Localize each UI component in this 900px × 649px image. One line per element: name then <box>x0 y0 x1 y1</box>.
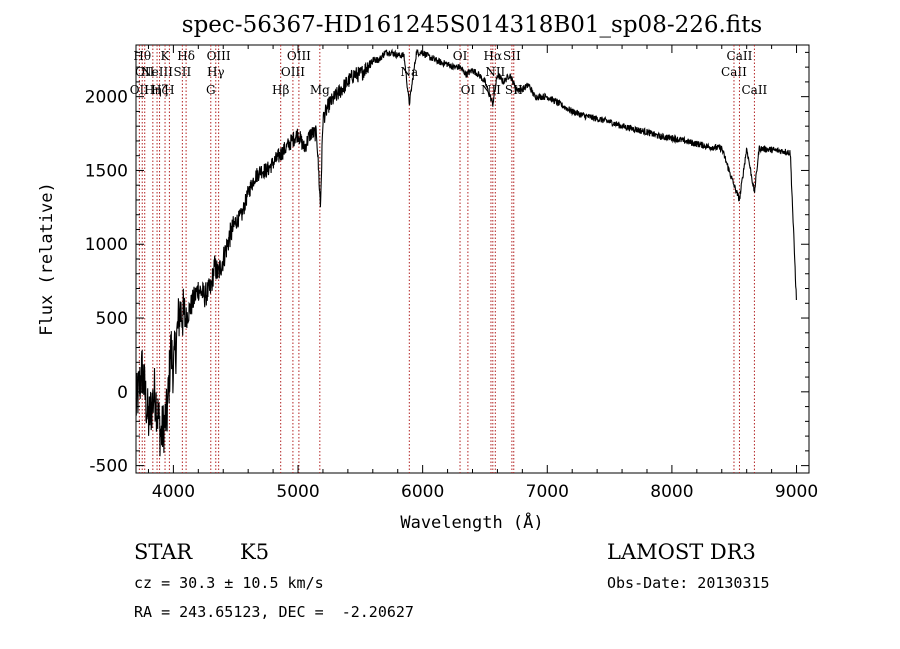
axis-ticks: 4000 5000 6000 7000 8000 9000 -500 0 500 1000 1500… <box>85 45 818 502</box>
line-marker-label: Hδ <box>177 49 195 63</box>
spectrum-line <box>135 48 797 457</box>
line-marker-label: Hβ <box>272 83 289 97</box>
x-tick-label: 9000 <box>775 482 818 502</box>
line-marker-label: SII <box>503 49 521 63</box>
line-marker-label: NeIII <box>141 65 173 79</box>
survey-name: LAMOST DR3 <box>607 540 756 564</box>
line-marker-label: NII <box>485 65 505 79</box>
line-marker-label: Na <box>400 65 418 79</box>
line-marker-label: SII <box>505 83 523 97</box>
y-tick-label: -500 <box>89 457 128 477</box>
line-marker-label: OI <box>453 49 468 63</box>
line-marker-label: Hη <box>144 83 162 97</box>
line-marker-label: OIII <box>287 49 311 63</box>
y-tick-label: 1000 <box>85 235 128 255</box>
plot-frame <box>135 44 810 474</box>
chart-title: spec-56367-HD161245S014318B01_sp08-226.f… <box>182 12 762 38</box>
subclass: K5 <box>240 540 270 564</box>
line-marker-label: H <box>164 83 174 97</box>
object-class: STAR <box>134 540 193 564</box>
coordinates: RA = 243.65123, DEC = -2.20627 <box>134 603 414 621</box>
line-marker-label: OIII <box>281 65 305 79</box>
y-tick-label: 1500 <box>85 161 128 181</box>
line-marker-label: OI <box>461 83 476 97</box>
line-marker-label: Hθ <box>133 49 151 63</box>
x-tick-label: 8000 <box>650 482 693 502</box>
line-marker-label: Mg <box>310 83 330 97</box>
x-axis-label: Wavelength (Å) <box>400 511 543 533</box>
line-marker-label: K <box>161 49 171 63</box>
line-marker-label: NII <box>481 83 501 97</box>
line-marker-label: SII <box>174 65 192 79</box>
line-marker-label: Hγ <box>207 65 225 79</box>
line-marker-label: OII <box>135 65 155 79</box>
line-marker-label: OIII <box>207 49 231 63</box>
y-tick-label: 2000 <box>85 88 128 108</box>
x-tick-label: 5000 <box>276 482 319 502</box>
line-marker-label: Hζ <box>151 83 168 97</box>
line-marker-label: CaII <box>727 49 753 63</box>
y-axis-label: Flux (relative) <box>37 182 57 336</box>
line-marker-label: OII <box>130 83 150 97</box>
x-tick-label: 7000 <box>526 482 569 502</box>
line-markers: OIIHθOIIHηNeIIIHζKHSIIHδGHγOIIIHβOIIIOII… <box>130 45 768 473</box>
x-tick-label: 4000 <box>152 482 195 502</box>
y-tick-label: 500 <box>96 309 128 329</box>
y-tick-label: 0 <box>117 383 128 403</box>
x-tick-label: 6000 <box>401 482 444 502</box>
line-marker-label: CaII <box>741 83 767 97</box>
line-marker-label: CaII <box>721 65 747 79</box>
redshift-cz: cz = 30.3 ± 10.5 km/s <box>134 574 324 592</box>
obs-date: Obs-Date: 20130315 <box>607 574 770 592</box>
line-marker-label: Hα <box>484 49 503 63</box>
line-marker-label: G <box>206 83 216 97</box>
